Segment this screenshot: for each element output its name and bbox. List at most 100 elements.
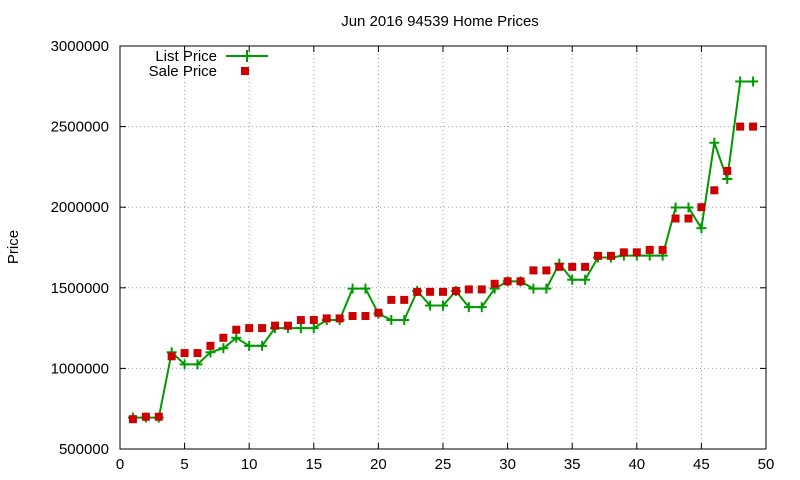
sale-price-point	[296, 316, 305, 325]
sale-price-point	[413, 287, 422, 296]
x-tick-label: 20	[370, 456, 387, 473]
sale-price-point	[619, 248, 628, 257]
x-tick-label: 45	[693, 456, 710, 473]
sale-price-point	[361, 312, 370, 321]
list-price-point	[567, 274, 578, 285]
sale-price-point	[464, 285, 473, 294]
list-price-point	[244, 340, 255, 351]
sale-price-point	[736, 122, 745, 131]
sale-price-point	[606, 251, 615, 260]
legend-label-sale-price: Sale Price	[149, 63, 217, 80]
sale-price-point	[335, 314, 344, 323]
sale-price-point	[723, 166, 732, 175]
chart-title: Jun 2016 94539 Home Prices	[341, 13, 539, 30]
grid	[120, 46, 766, 449]
y-tick-label: 500000	[59, 441, 109, 458]
list-price-point	[347, 283, 358, 294]
sale-price-point	[684, 214, 693, 223]
list-price-point	[308, 323, 319, 334]
sale-price-point	[348, 312, 357, 321]
y-tick-label: 1000000	[51, 360, 109, 377]
sale-price-point	[206, 341, 215, 350]
y-axis-label: Price	[5, 230, 22, 264]
sale-price-point	[167, 352, 176, 361]
sale-price-point	[426, 287, 435, 296]
sale-price-point	[141, 412, 150, 421]
sale-price-point	[283, 321, 292, 330]
sale-price-point	[400, 295, 409, 304]
sale-price-point	[154, 412, 163, 421]
sale-price-point	[594, 251, 603, 260]
x-tick-label: 0	[116, 456, 124, 473]
y-tick-label: 2000000	[51, 199, 109, 216]
list-price-point	[748, 76, 759, 87]
x-tick-label: 15	[305, 456, 322, 473]
list-price-point	[399, 315, 410, 326]
list-price-point	[541, 283, 552, 294]
list-price-point	[386, 315, 397, 326]
sale-price-point	[439, 287, 447, 296]
sale-price-point	[503, 277, 512, 286]
legend-marker-list-price	[241, 50, 253, 62]
sale-price-point	[477, 285, 486, 294]
sale-price-point	[245, 324, 254, 333]
list-price-point	[295, 323, 306, 334]
list-price-point	[722, 173, 733, 184]
y-tick-label: 3000000	[51, 38, 109, 55]
sale-price-point	[374, 308, 383, 317]
sale-price-point	[322, 314, 331, 323]
list-price-point	[257, 340, 268, 351]
list-price-point	[735, 76, 746, 87]
sale-price-point	[309, 316, 318, 325]
sale-price-point	[271, 321, 280, 330]
sale-price-point	[749, 122, 758, 131]
list-price-point	[528, 283, 539, 294]
plot-border	[119, 45, 767, 450]
sale-price-point	[232, 325, 241, 334]
list-price-point	[683, 202, 694, 213]
sale-price-point	[490, 279, 499, 288]
list-price-point	[192, 359, 203, 370]
sale-price-point	[671, 214, 680, 223]
list-price-point	[696, 223, 707, 234]
sale-price-point	[258, 324, 267, 333]
x-tick-label: 50	[758, 456, 775, 473]
x-tick-label: 25	[435, 456, 452, 473]
x-tick-label: 10	[241, 456, 258, 473]
sale-price-point	[516, 277, 525, 286]
sale-price-point	[180, 349, 189, 358]
list-price-point	[360, 283, 371, 294]
legend-marker-sale-price	[241, 67, 249, 75]
sale-price-point	[581, 262, 590, 271]
sale-price-point	[451, 287, 460, 296]
legend-label-list-price: List Price	[155, 48, 217, 65]
list-price-point	[438, 300, 448, 311]
sale-price-point	[568, 262, 577, 271]
x-tick-label: 5	[180, 456, 188, 473]
sale-price-point	[697, 203, 706, 212]
sale-price-point	[710, 186, 719, 195]
plot-area	[127, 76, 759, 424]
sale-price-point	[632, 248, 641, 257]
list-price-point	[218, 343, 229, 354]
sale-price-point	[645, 245, 654, 254]
x-tick-label: 40	[628, 456, 645, 473]
legend: List Price Sale Price	[149, 48, 268, 80]
y-tick-label: 2500000	[51, 119, 109, 136]
sale-price-point	[555, 262, 564, 271]
list-price-point	[580, 274, 591, 285]
sale-price-point	[128, 415, 137, 424]
list-price-point	[231, 332, 242, 343]
sale-price-point	[542, 266, 551, 275]
x-tick-label: 35	[564, 456, 581, 473]
sale-price-point	[193, 349, 202, 358]
list-price-point	[709, 137, 720, 148]
list-price-point	[179, 359, 190, 370]
list-price-point	[463, 302, 474, 313]
list-price-point	[425, 300, 436, 311]
sale-price-point	[529, 266, 538, 275]
list-price-point	[670, 202, 681, 213]
axis-ticks: 0 5 10 15 20 25 30 35 40 45 50 500000 1000000 1500000…	[51, 38, 775, 473]
sale-price-point	[219, 333, 228, 342]
